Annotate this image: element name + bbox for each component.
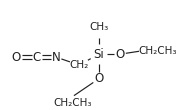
Text: O: O	[115, 48, 124, 61]
Text: N: N	[52, 51, 61, 64]
Text: CH₂: CH₂	[70, 60, 89, 70]
Text: O: O	[11, 51, 20, 64]
Text: C: C	[33, 51, 41, 64]
Text: CH₂CH₃: CH₂CH₃	[138, 46, 177, 56]
Text: O: O	[94, 72, 103, 85]
Text: CH₃: CH₃	[89, 22, 108, 32]
Text: Si: Si	[93, 48, 104, 61]
Text: CH₂CH₃: CH₂CH₃	[53, 98, 91, 108]
